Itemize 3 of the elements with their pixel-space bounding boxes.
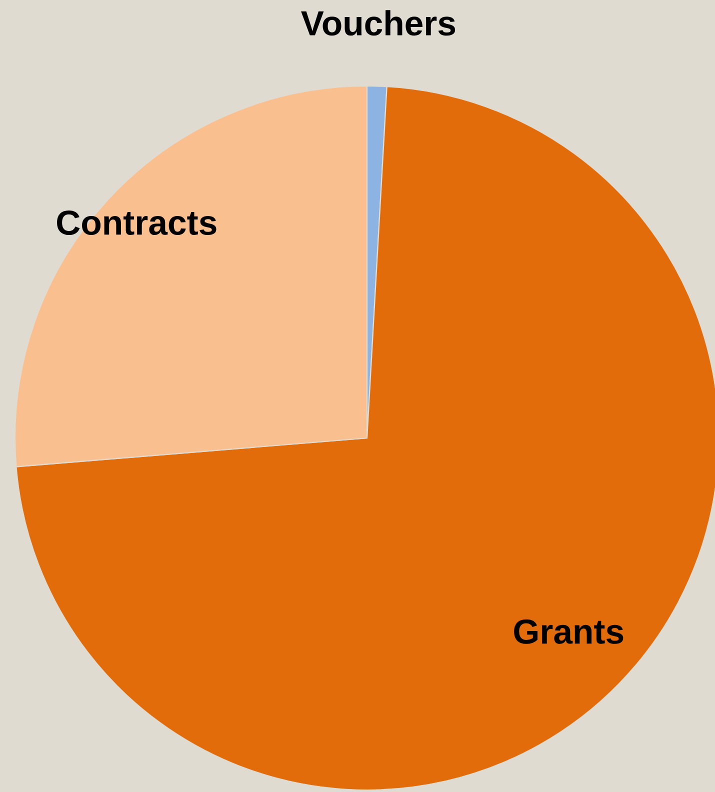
slice-label: Vouchers [301, 10, 456, 36]
slice-label: Grants [514, 619, 624, 644]
slice-label: Contracts [57, 210, 216, 236]
